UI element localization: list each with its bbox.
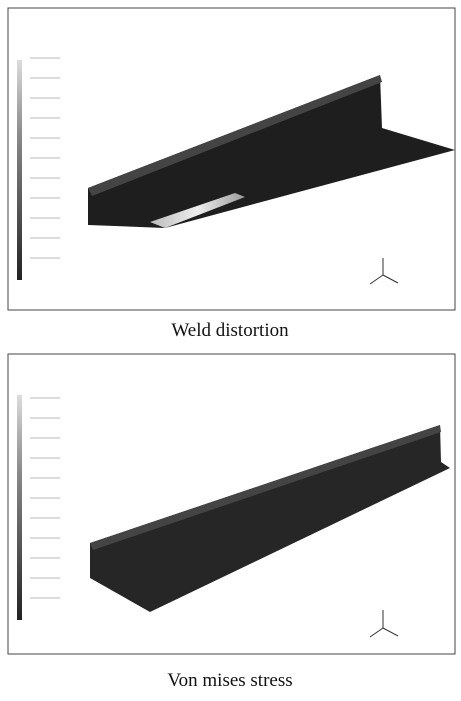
color-bar [17, 60, 22, 280]
color-bar [17, 395, 22, 620]
caption: Weld distortion [171, 320, 289, 341]
caption: Von mises stress [167, 670, 292, 691]
panel-weld-distortion [8, 8, 455, 310]
figure: Weld distortion Von mises stress [0, 0, 461, 696]
page: Weld distortion Von mises stress (() => … [0, 0, 461, 696]
panel-von-mises-stress [8, 354, 455, 654]
